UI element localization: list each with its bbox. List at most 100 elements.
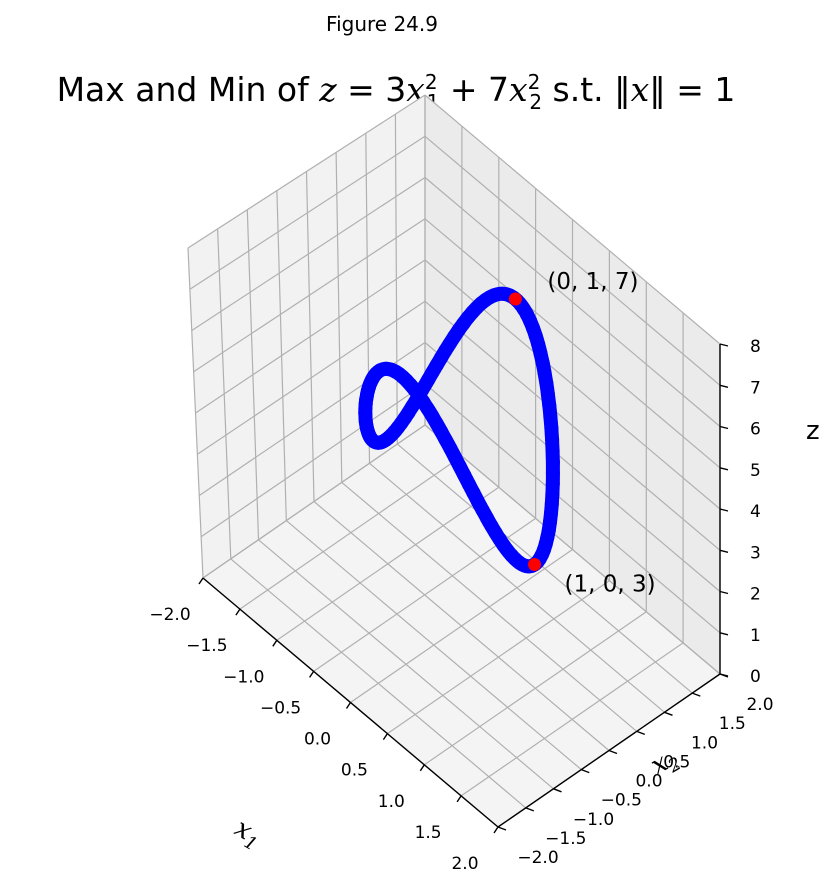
y-tick-label: 0.5 — [663, 752, 690, 772]
curve-point — [539, 376, 554, 391]
curve-point — [545, 476, 560, 491]
grid-line-left-z — [202, 424, 426, 579]
x-tick-label: 0.0 — [304, 730, 331, 750]
x-tick — [493, 826, 499, 834]
z-tick-label: 4 — [750, 502, 761, 522]
z-tick — [719, 384, 729, 388]
z-tick — [719, 343, 729, 347]
z-axis-label: z — [806, 416, 820, 446]
z-tick — [719, 508, 729, 512]
grid-line-left-z — [191, 176, 426, 332]
highlight-point — [508, 292, 522, 306]
highlighted-points: (0, 1, 7) (1, 0, 3) — [508, 269, 656, 598]
curve-point — [544, 421, 559, 436]
x-tick-label: 1.0 — [378, 792, 405, 812]
y-tick-label: 2.0 — [746, 695, 773, 715]
grid-line-floor-y — [341, 481, 638, 732]
x-tick-label: 1.5 — [415, 823, 442, 843]
tick-marks — [198, 343, 729, 834]
z-tick-label: 1 — [750, 626, 761, 646]
y-tick — [525, 807, 535, 812]
x-axis-label: x1 — [228, 813, 268, 856]
x-tick — [272, 639, 278, 647]
z-tick — [719, 590, 729, 595]
x-tick — [345, 702, 352, 709]
title-var-x2: x — [508, 70, 528, 109]
curve-point — [545, 443, 560, 458]
grid-line-left-z — [193, 218, 426, 373]
y-tick-label: 1.0 — [691, 733, 718, 753]
z-tick-label: 6 — [750, 420, 761, 440]
grid-line-floor-y — [369, 462, 665, 713]
y-tick-label: −1.5 — [545, 829, 586, 849]
x-tick-label: 0.5 — [341, 761, 368, 781]
z-tick-label: 0 — [750, 667, 761, 687]
tick-labels: −2.0−1.5−1.0−0.50.00.51.01.52.0 −2.0−1.5−… — [149, 337, 773, 874]
x-tick-label: −0.5 — [260, 698, 301, 718]
curve-point — [545, 487, 560, 502]
x-tick-label: 2.0 — [451, 854, 478, 874]
grid-line-left-z — [187, 94, 426, 249]
curve-point — [545, 466, 560, 481]
curve-point — [542, 398, 557, 413]
z-tick-label: 8 — [750, 337, 761, 357]
z-tick-label: 3 — [750, 543, 761, 563]
title-sup2: 2 — [527, 70, 541, 94]
grid-line-back-z — [424, 383, 721, 634]
grid-line-back-z — [424, 342, 721, 592]
data-curve — [358, 286, 560, 574]
title-sup1: 2 — [424, 70, 438, 94]
point-annotation: (1, 0, 3) — [565, 572, 656, 598]
z-tick-label: 2 — [750, 585, 761, 605]
point-annotation: (0, 1, 7) — [547, 269, 638, 295]
grid-line-floor-y — [313, 501, 610, 751]
y-tick — [692, 692, 701, 697]
y-tick-label: −1.0 — [573, 810, 614, 830]
y-tick-label: 1.5 — [719, 714, 746, 734]
x-tick — [198, 577, 204, 585]
grid-line-left-z — [195, 259, 426, 414]
grid-line-back-z — [424, 94, 721, 345]
grid-line-back-z — [424, 300, 721, 551]
y-tick — [581, 768, 590, 774]
grid-line-left-z — [200, 383, 426, 538]
curve-point — [543, 409, 558, 424]
x-axis-label-sub: 1 — [240, 832, 260, 856]
title-st: s.t. ‖ — [542, 70, 631, 109]
z-tick-label: 7 — [750, 378, 761, 398]
curve-point — [545, 432, 560, 447]
x-tick-label: −2.0 — [149, 605, 190, 625]
grid-line-left-z — [189, 135, 426, 290]
y-tick — [636, 730, 646, 736]
title-eq: = 3 — [336, 70, 407, 109]
title-var-x: x — [630, 70, 650, 109]
z-tick — [719, 673, 729, 677]
y-tick-label: 0.0 — [635, 772, 662, 792]
y-tick — [553, 788, 562, 793]
title-tail: ‖ = 1 — [649, 70, 736, 109]
x-tick — [456, 795, 462, 803]
x-tick-label: −1.5 — [186, 636, 227, 656]
z-tick — [719, 549, 729, 553]
grid-line-floor-y — [258, 539, 554, 790]
curve-point — [540, 387, 555, 402]
y-tick-label: −0.5 — [601, 791, 642, 811]
curve-point — [545, 455, 560, 470]
title-sub2: 2 — [529, 89, 543, 114]
curve-point — [544, 497, 559, 511]
x-tick — [235, 608, 241, 616]
z-tick — [719, 632, 729, 636]
z-tick-label: 5 — [750, 461, 761, 481]
y-tick — [608, 749, 618, 755]
grid-line-back-z — [424, 135, 721, 386]
chart-title: Max and Min of z = 3x21 + 7x22 s.t. ‖x‖ … — [0, 70, 792, 114]
z-tick — [719, 425, 729, 430]
z-tick — [719, 467, 729, 471]
grid-line-back-z — [424, 424, 721, 675]
x-tick — [419, 764, 425, 772]
title-var-z: z — [319, 70, 337, 109]
y-tick — [497, 826, 507, 831]
x-tick — [382, 733, 388, 740]
grid-line-floor-y — [285, 520, 582, 771]
